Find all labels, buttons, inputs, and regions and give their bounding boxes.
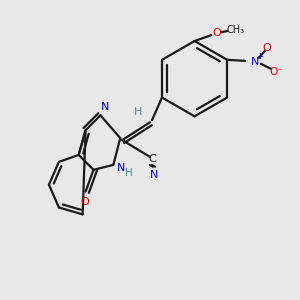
Text: N: N: [101, 102, 110, 112]
Text: N: N: [251, 57, 259, 67]
Text: N: N: [117, 163, 125, 173]
Text: CH₃: CH₃: [226, 25, 244, 35]
Text: N: N: [150, 170, 158, 180]
Text: +: +: [256, 52, 263, 62]
Text: C: C: [148, 154, 156, 164]
Text: H: H: [125, 168, 133, 178]
Text: O: O: [212, 28, 221, 38]
Text: O: O: [262, 43, 271, 53]
Text: O⁻: O⁻: [270, 67, 283, 77]
Text: O: O: [80, 196, 89, 206]
Text: H: H: [134, 107, 142, 117]
